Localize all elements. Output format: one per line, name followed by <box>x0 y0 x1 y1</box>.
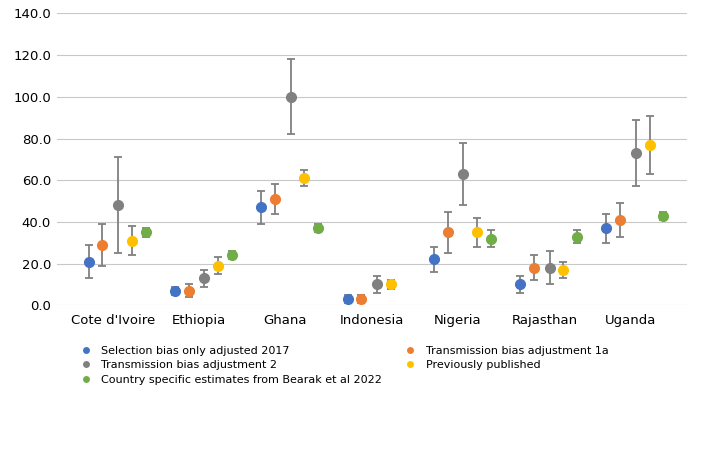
Legend: Selection bias only adjusted 2017, Transmission bias adjustment 2, Country speci: Selection bias only adjusted 2017, Trans… <box>75 346 608 385</box>
